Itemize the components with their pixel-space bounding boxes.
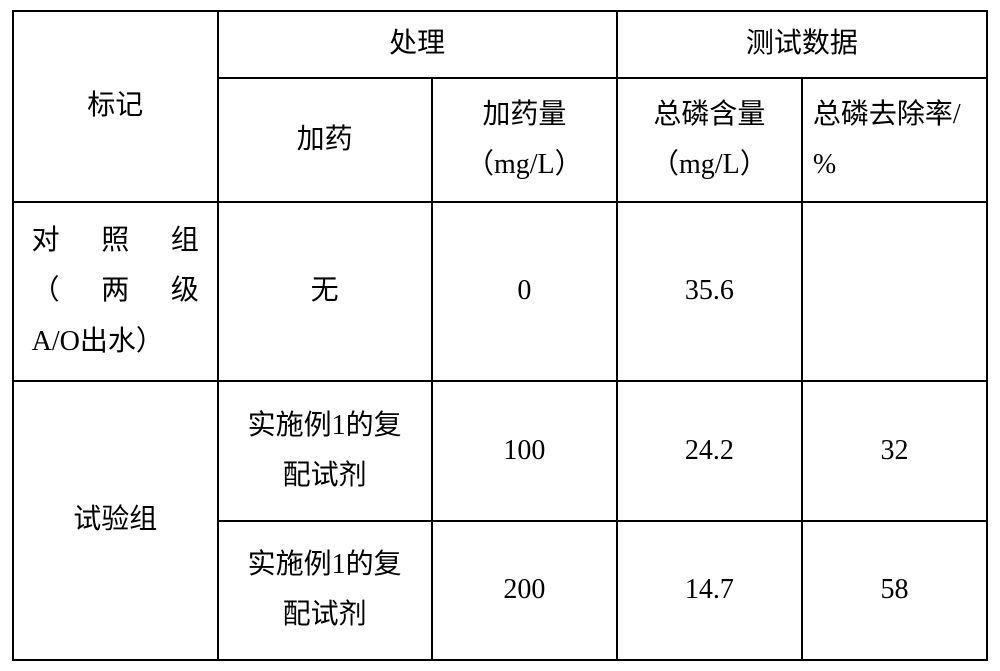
header-row-1: 标记 处理 测试数据 bbox=[13, 11, 987, 78]
header-label-text: 标记 bbox=[87, 90, 143, 121]
header-dose: 加药量 （mg/L） bbox=[432, 78, 617, 201]
row2-tpr-text: 58 bbox=[880, 574, 908, 605]
header-dose-l2: （mg/L） bbox=[466, 149, 583, 180]
row1-drug-l2: 配试剂 bbox=[283, 460, 367, 491]
row1-tpr-text: 32 bbox=[880, 435, 908, 466]
row1-drug-l1: 实施例1的复 bbox=[248, 410, 402, 441]
row1-dose: 100 bbox=[432, 381, 617, 520]
header-tpr-l1: 总磷去除率/ bbox=[813, 99, 961, 130]
row1-drug: 实施例1的复 配试剂 bbox=[218, 381, 432, 520]
table-row: 试验组 实施例1的复 配试剂 100 24.2 32 bbox=[13, 381, 987, 520]
row2-dose: 200 bbox=[432, 521, 617, 660]
row0-dose-text: 0 bbox=[517, 275, 531, 306]
row2-drug: 实施例1的复 配试剂 bbox=[218, 521, 432, 660]
row1-tpc: 24.2 bbox=[617, 381, 802, 520]
row2-drug-l1: 实施例1的复 bbox=[248, 549, 402, 580]
row0-tpc: 35.6 bbox=[617, 202, 802, 382]
header-test-text: 测试数据 bbox=[746, 28, 858, 59]
header-tp-content: 总磷含量 （mg/L） bbox=[617, 78, 802, 201]
row0-drug-text: 无 bbox=[311, 275, 339, 306]
row0-tpr bbox=[802, 202, 987, 382]
table-row: 对照组 （两级 A/O出水） 无 0 35.6 bbox=[13, 202, 987, 382]
header-drug-text: 加药 bbox=[297, 124, 353, 155]
header-tp-removal: 总磷去除率/ % bbox=[802, 78, 987, 201]
row-group-label: 试验组 bbox=[13, 381, 218, 660]
row2-tpc-text: 14.7 bbox=[685, 574, 734, 605]
row0-tpc-text: 35.6 bbox=[685, 275, 734, 306]
row0-dose: 0 bbox=[432, 202, 617, 382]
row1-tpr: 32 bbox=[802, 381, 987, 520]
header-label: 标记 bbox=[13, 11, 218, 202]
row2-drug-l2: 配试剂 bbox=[283, 599, 367, 630]
header-treatment-text: 处理 bbox=[389, 28, 445, 59]
row0-label-l3: A/O出水） bbox=[32, 317, 199, 367]
row0-label-l1: 对照组 bbox=[32, 216, 199, 266]
header-dose-l1: 加药量 bbox=[482, 99, 566, 130]
row1-tpc-text: 24.2 bbox=[685, 435, 734, 466]
header-drug: 加药 bbox=[218, 78, 432, 201]
row0-label: 对照组 （两级 A/O出水） bbox=[13, 202, 218, 382]
row1-dose-text: 100 bbox=[503, 435, 545, 466]
header-treatment-group: 处理 bbox=[218, 11, 617, 78]
row0-label-l2: （两级 bbox=[32, 266, 199, 316]
header-tpc-l1: 总磷含量 bbox=[653, 99, 765, 130]
row0-drug: 无 bbox=[218, 202, 432, 382]
row2-tpr: 58 bbox=[802, 521, 987, 660]
header-tpc-l2: （mg/L） bbox=[651, 149, 768, 180]
header-test-group: 测试数据 bbox=[617, 11, 987, 78]
row2-tpc: 14.7 bbox=[617, 521, 802, 660]
row2-dose-text: 200 bbox=[503, 574, 545, 605]
row-group-label-text: 试验组 bbox=[73, 504, 157, 535]
data-table: 标记 处理 测试数据 加药 加药量 （mg/L） 总磷含量 （mg/L） 总磷去… bbox=[12, 10, 988, 661]
page: 标记 处理 测试数据 加药 加药量 （mg/L） 总磷含量 （mg/L） 总磷去… bbox=[0, 0, 1000, 671]
header-tpr-l2: % bbox=[813, 149, 836, 180]
